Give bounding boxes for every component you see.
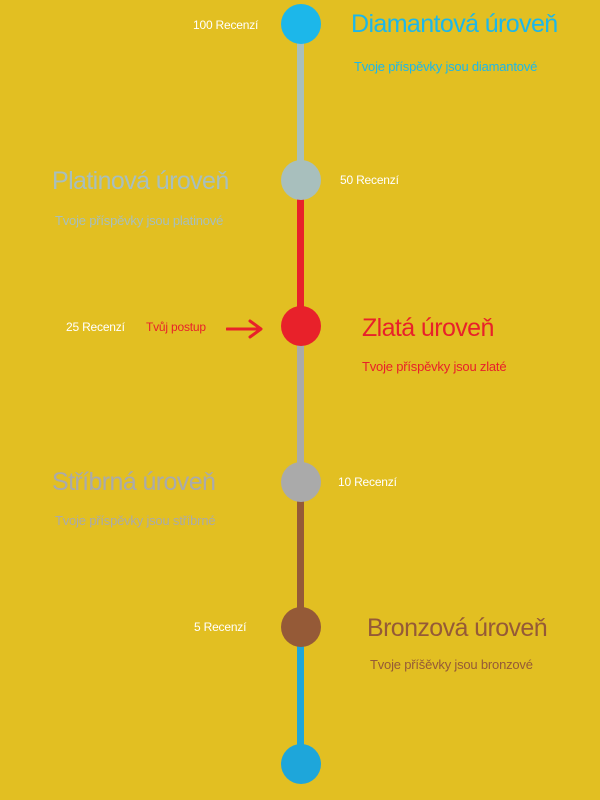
- gold-level-node: [281, 306, 321, 346]
- timeline-segment-gold: [297, 180, 304, 326]
- bronze-level-node: [281, 607, 321, 647]
- timeline-end-node: [281, 744, 321, 784]
- diamond-level-node: [281, 4, 321, 44]
- platinum-level-subtitle: Tvoje příspěvky jsou platinové: [55, 213, 224, 228]
- silver-level-node: [281, 462, 321, 502]
- bronze-review-count: 5 Recenzí: [194, 620, 247, 634]
- silver-level-title: Stříbrná úroveň: [52, 468, 216, 496]
- timeline-segment-bronze: [297, 482, 304, 627]
- gold-level-subtitle: Tvoje příspěvky jsou zlaté: [362, 359, 507, 374]
- timeline-segment-silver: [297, 326, 304, 482]
- bronze-level-subtitle: Tvoje příšěvky jsou bronzové: [370, 657, 533, 672]
- gold-level-title: Zlatá úroveň: [362, 314, 494, 342]
- current-progress-arrow-icon: [226, 319, 263, 339]
- diamond-level-title: Diamantová úroveň: [351, 10, 558, 38]
- platinum-level-node: [281, 160, 321, 200]
- bronze-level-title: Bronzová úroveň: [367, 614, 548, 642]
- current-progress-label: Tvůj postup: [146, 320, 206, 334]
- gold-review-count: 25 Recenzí: [66, 320, 125, 334]
- silver-level-subtitle: Tvoje příspěvky jsou stříbrné: [55, 513, 216, 528]
- platinum-level-title: Platinová úroveň: [52, 167, 229, 195]
- diamond-review-count: 100 Recenzí: [193, 18, 259, 32]
- silver-review-count: 10 Recenzí: [338, 475, 397, 489]
- timeline-segment-platinum: [297, 24, 304, 180]
- diamond-level-subtitle: Tvoje příspěvky jsou diamantové: [354, 59, 538, 74]
- timeline-segment-bottom: [297, 627, 304, 764]
- platinum-review-count: 50 Recenzí: [340, 173, 399, 187]
